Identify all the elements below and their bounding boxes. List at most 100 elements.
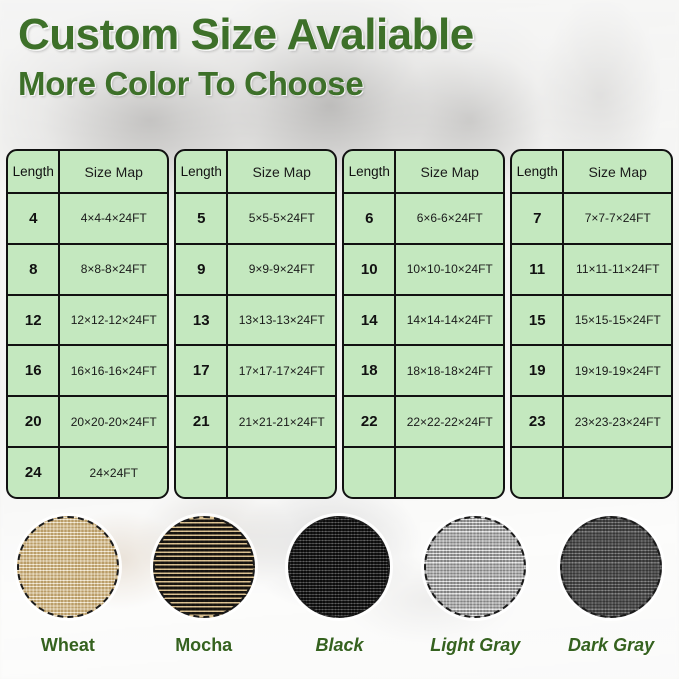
cell-size-map: 13×13-13×24FT [238,313,325,328]
cell-size-map: 19×19-19×24FT [574,363,661,378]
table-row: 8 8×8-8×24FT [8,244,167,296]
color-swatch-item[interactable]: Light Gray [407,516,543,679]
cell-length: 14 [344,295,397,345]
table-row: 21 21×21-21×24FT [176,397,335,449]
cell-size-map: 20×20-20×24FT [70,414,157,429]
swatch-label: Light Gray [430,635,521,655]
cell-length: 7 [512,194,565,243]
table-row: 16 16×16-16×24FT [8,346,167,398]
cell-length: 24 [8,448,61,497]
cell-size-map: 21×21-21×24FT [238,414,325,429]
cell-size-map: 15×15-15×24FT [574,313,661,328]
cell-length: 11 [512,244,565,294]
cell-length: 18 [344,346,397,396]
table-row: 7 7×7-7×24FT [512,194,671,245]
heading-block: Custom Size Avaliable More Color To Choo… [18,10,474,103]
table-row: 17 17×17-17×24FT [176,346,335,398]
color-swatch-item[interactable]: Mocha [136,516,272,679]
table-row: 15 15×15-15×24FT [512,295,671,347]
cell-length: 19 [512,346,565,396]
table-header-row: Length Size Map [512,151,671,194]
swatch-label: Mocha [175,635,233,655]
table-row: 12 12×12-12×24FT [8,295,167,347]
table-row: 5 5×5-5×24FT [176,194,335,245]
swatch-label: Black [315,635,364,655]
cell-size-map: 4×4-4×24FT [80,211,147,226]
table-row: 19 19×19-19×24FT [512,346,671,398]
cell-size-map: 24×24FT [89,465,138,480]
fabric-swatch-circle[interactable] [424,516,527,618]
table-row: 4 4×4-4×24FT [8,194,167,245]
cell-size-map: 6×6-6×24FT [416,211,483,226]
table-row: 14 14×14-14×24FT [344,295,503,347]
column-header-size-map: Size Map [588,163,647,180]
column-header-length: Length [512,151,565,192]
cell-size-map: 11×11-11×24FT [576,262,660,277]
table-header-row: Length Size Map [344,151,503,194]
column-header-size-map: Size Map [420,163,479,180]
table-row [512,448,671,497]
table-header-row: Length Size Map [8,151,167,194]
table-row: 11 11×11-11×24FT [512,244,671,296]
cell-size-map: 17×17-17×24FT [238,363,325,378]
color-swatch-item[interactable]: Wheat [0,516,136,679]
cell-size-map: 8×8-8×24FT [80,262,147,277]
cell-length [344,448,397,497]
cell-length [176,448,229,497]
cell-size-map [396,448,503,497]
cell-size-map: 10×10-10×24FT [406,262,493,277]
fabric-swatch-circle[interactable] [152,516,255,618]
table-row: 24 24×24FT [8,448,167,497]
cell-size-map: 5×5-5×24FT [248,211,315,226]
cell-length: 21 [176,397,229,447]
fabric-swatch-circle[interactable] [16,516,119,618]
color-swatches-group: Wheat Mocha Black Light Gray Dark Gray [0,516,679,679]
cell-length: 15 [512,295,565,345]
fabric-swatch-circle[interactable] [560,516,663,618]
size-table-4: Length Size Map 7 7×7-7×24FT 11 11×11-11×24FT… [510,149,673,499]
page-subtitle: More Color To Choose [18,65,364,103]
table-row: 10 10×10-10×24FT [344,244,503,296]
size-tables-group: Length Size Map 4 4×4-4×24FT 8 8×8-8×24FT 12 12… [6,149,673,499]
cell-size-map: 22×22-22×24FT [406,414,493,429]
table-row: 6 6×6-6×24FT [344,194,503,245]
column-header-length: Length [8,151,61,192]
size-table-3: Length Size Map 6 6×6-6×24FT 10 10×10-10×24FT… [342,149,505,499]
color-swatch-item[interactable]: Black [272,516,408,679]
page-title: Custom Size Avaliable [18,10,474,59]
table-row: 18 18×18-18×24FT [344,346,503,398]
fabric-swatch-circle[interactable] [288,516,391,618]
column-header-length: Length [176,151,229,192]
table-row [176,448,335,497]
swatch-label: Dark Gray [568,635,655,655]
cell-size-map: 18×18-18×24FT [406,363,493,378]
cell-length: 10 [344,244,397,294]
table-row: 9 9×9-9×24FT [176,244,335,296]
column-header-length: Length [344,151,397,192]
table-row: 22 22×22-22×24FT [344,397,503,449]
cell-length: 16 [8,346,61,396]
cell-size-map: 23×23-23×24FT [574,414,661,429]
cell-length: 22 [344,397,397,447]
table-row: 13 13×13-13×24FT [176,295,335,347]
table-row: 20 20×20-20×24FT [8,397,167,449]
cell-size-map: 16×16-16×24FT [70,363,157,378]
color-swatch-item[interactable]: Dark Gray [543,516,679,679]
cell-length: 8 [8,244,61,294]
cell-length: 6 [344,194,397,243]
column-header-size-map: Size Map [84,163,143,180]
table-row [344,448,503,497]
cell-length: 17 [176,346,229,396]
cell-size-map: 9×9-9×24FT [248,262,315,277]
table-row: 23 23×23-23×24FT [512,397,671,449]
cell-length [512,448,565,497]
cell-length: 5 [176,194,229,243]
cell-length: 4 [8,194,61,243]
table-header-row: Length Size Map [176,151,335,194]
cell-length: 13 [176,295,229,345]
cell-size-map [564,448,671,497]
size-table-1: Length Size Map 4 4×4-4×24FT 8 8×8-8×24FT 12 12… [6,149,169,499]
cell-length: 12 [8,295,61,345]
column-header-size-map: Size Map [252,163,311,180]
size-table-2: Length Size Map 5 5×5-5×24FT 9 9×9-9×24FT 13 13… [174,149,337,499]
